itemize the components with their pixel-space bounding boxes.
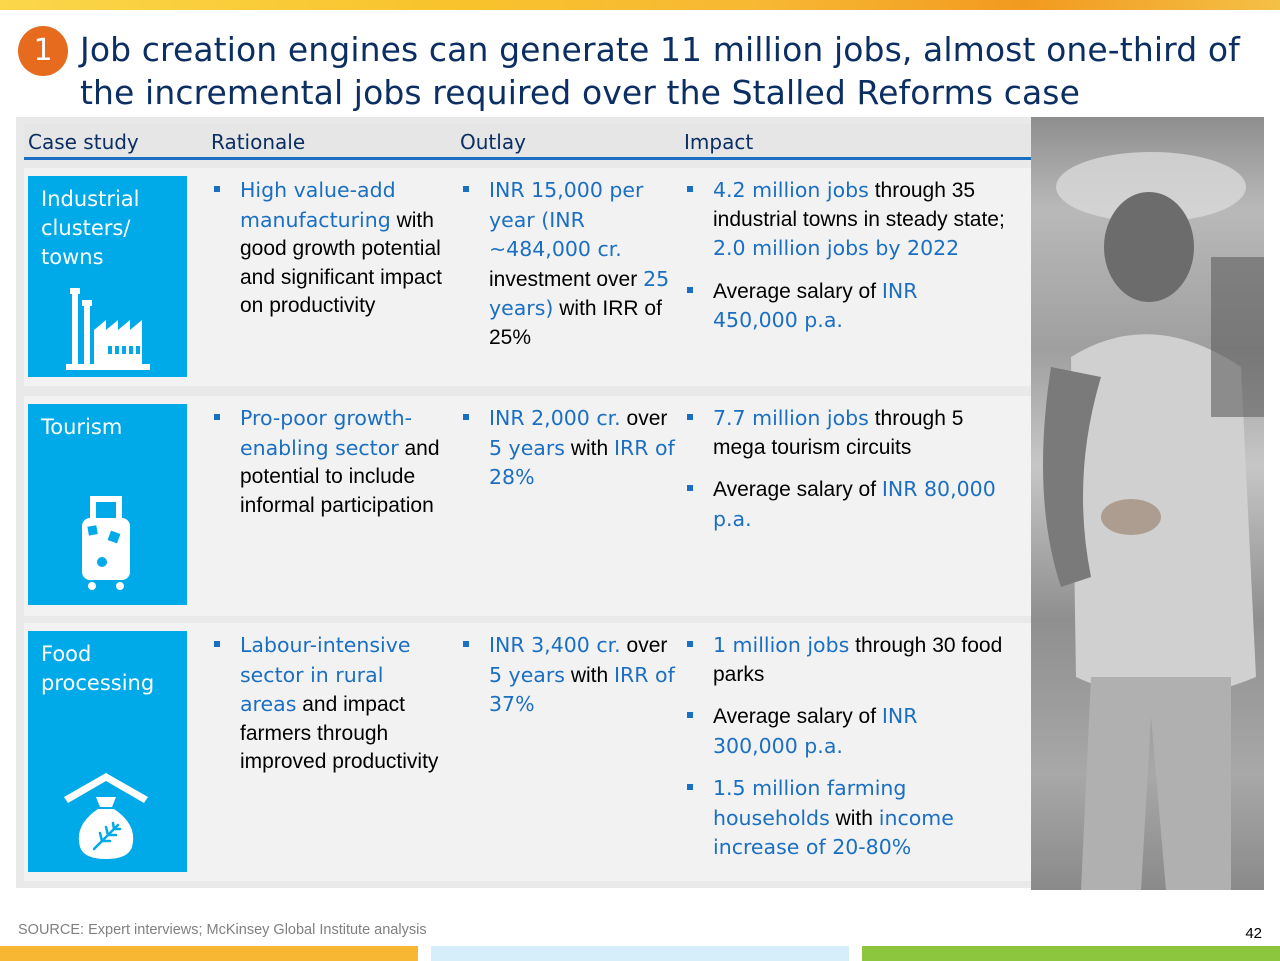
- highlighted-text: INR 80,000 p.a.: [713, 477, 996, 531]
- footer-bar-middle: [431, 946, 849, 961]
- highlighted-text: Pro-poor growth-enabling sector: [240, 406, 413, 460]
- factory-icon: [66, 288, 150, 370]
- impact-cell: 4.2 million jobs through 35 industrial t…: [685, 176, 1005, 336]
- body-text: with: [829, 806, 879, 830]
- header-case-study: Case study: [28, 130, 139, 154]
- highlighted-text: 7.7 million jobs: [713, 406, 869, 430]
- source-note: SOURCE: Expert interviews; McKinsey Glob…: [18, 922, 427, 938]
- bullet-item: High value-add manufacturing with good g…: [212, 176, 442, 321]
- rationale-cell: Pro-poor growth-enabling sector and pote…: [212, 404, 442, 520]
- highlighted-text: Labour-intensive sector in rural areas: [240, 633, 411, 716]
- bullet-item: Pro-poor growth-enabling sector and pote…: [212, 404, 442, 520]
- outlay-cell: INR 2,000 cr. over 5 years with IRR of 2…: [461, 404, 676, 493]
- bullet-item: 4.2 million jobs through 35 industrial t…: [685, 176, 1005, 264]
- highlighted-text: INR 300,000 p.a.: [713, 704, 918, 758]
- table-row: Food processing Labour-intensive sector …: [24, 623, 1031, 881]
- grain-sack-icon: [64, 773, 148, 859]
- body-text: and impact farmers through improved prod…: [240, 693, 439, 773]
- bullet-item: 1.5 million farming households with inco…: [685, 774, 1005, 863]
- highlighted-text: 5 years: [489, 435, 565, 460]
- highlighted-text: 25 years): [489, 266, 670, 321]
- header-outlay: Outlay: [460, 130, 526, 154]
- body-text: through 5 mega tourism circuits: [713, 407, 964, 459]
- top-accent-bar: [0, 0, 1280, 10]
- impact-cell: 1 million jobs through 30 food parks Aver…: [685, 631, 1005, 863]
- body-text: investment over: [489, 267, 644, 291]
- body-text: through 35 industrial towns in steady st…: [713, 179, 1005, 231]
- highlighted-text: High value-add manufacturing: [240, 178, 396, 232]
- bullet-item: INR 2,000 cr. over 5 years with IRR of 2…: [461, 404, 676, 493]
- highlighted-text: 4.2 million jobs: [713, 178, 869, 202]
- bullet-item: INR 3,400 cr. over 5 years with IRR of 3…: [461, 631, 676, 720]
- bullet-item: Labour-intensive sector in rural areas a…: [212, 631, 442, 777]
- body-text: with IRR of 25%: [489, 297, 662, 349]
- table-row: Tourism Pro-poor growth-enabling sector …: [24, 396, 1031, 616]
- header-rationale: Rationale: [211, 130, 306, 154]
- worker-photo-illustration: [1043, 152, 1264, 890]
- outlay-cell: INR 3,400 cr. over 5 years with IRR of 3…: [461, 631, 676, 720]
- section-number-badge: 1: [18, 26, 68, 76]
- highlighted-text: 1 million jobs: [713, 633, 850, 657]
- case-label-box: Food processing: [28, 631, 187, 872]
- table-row: Industrial clusters/ towns High value-ad…: [24, 168, 1031, 386]
- case-label: Food processing: [41, 642, 155, 695]
- bullet-item: Average salary of INR 450,000 p.a.: [685, 277, 1005, 336]
- body-text: over: [620, 634, 668, 657]
- body-text: with: [564, 663, 614, 687]
- highlighted-text: 5 years: [489, 662, 565, 687]
- highlighted-text: IRR of 37%: [489, 662, 675, 717]
- worker-photo: [1031, 117, 1264, 890]
- highlighted-text: INR 2,000 cr.: [489, 406, 621, 430]
- highlighted-text: income increase of 20-80%: [713, 805, 954, 860]
- impact-cell: 7.7 million jobs through 5 mega tourism …: [685, 404, 1005, 534]
- rationale-cell: Labour-intensive sector in rural areas a…: [212, 631, 442, 777]
- rationale-cell: High value-add manufacturing with good g…: [212, 176, 442, 321]
- highlighted-text: INR 3,400 cr.: [489, 633, 621, 657]
- body-text: Average salary of: [713, 279, 882, 303]
- bullet-item: 1 million jobs through 30 food parks: [685, 631, 1005, 689]
- bullet-item: 7.7 million jobs through 5 mega tourism …: [685, 404, 1005, 462]
- case-label: Tourism: [41, 415, 123, 439]
- header-impact: Impact: [684, 130, 754, 154]
- slide-title: Job creation engines can generate 11 mil…: [80, 30, 1240, 112]
- bullet-item: Average salary of INR 300,000 p.a.: [685, 702, 1005, 761]
- case-label-box: Industrial clusters/ towns: [28, 176, 187, 377]
- body-text: Average salary of: [713, 705, 882, 728]
- footer-bar-left: [0, 946, 418, 961]
- highlighted-text: IRR of 28%: [489, 435, 675, 490]
- body-text: with: [564, 436, 614, 460]
- luggage-icon: [82, 496, 130, 590]
- body-text: through 30 food parks: [713, 634, 1003, 686]
- highlighted-text: INR 450,000 p.a.: [713, 278, 918, 333]
- outlay-cell: INR 15,000 per year (INR ~484,000 cr. in…: [461, 176, 676, 352]
- table-header: Case study Rationale Outlay Impact: [24, 124, 1031, 160]
- body-text: over: [620, 407, 668, 430]
- footer-bar-right: [862, 946, 1280, 961]
- body-text: with good growth potential and significa…: [240, 208, 442, 318]
- case-label: Industrial clusters/ towns: [41, 187, 140, 269]
- bullet-item: INR 15,000 per year (INR ~484,000 cr. in…: [461, 176, 676, 352]
- page-number: 42: [1245, 925, 1262, 942]
- case-label-box: Tourism: [28, 404, 187, 605]
- bullet-item: Average salary of INR 80,000 p.a.: [685, 475, 1005, 534]
- body-text: Average salary of: [713, 478, 882, 501]
- body-text: and potential to include informal partic…: [240, 436, 440, 517]
- highlighted-text: 2.0 million jobs by 2022: [713, 236, 960, 260]
- highlighted-text: 1.5 million farming households: [713, 776, 907, 830]
- highlighted-text: INR 15,000 per year (INR ~484,000 cr.: [489, 178, 644, 261]
